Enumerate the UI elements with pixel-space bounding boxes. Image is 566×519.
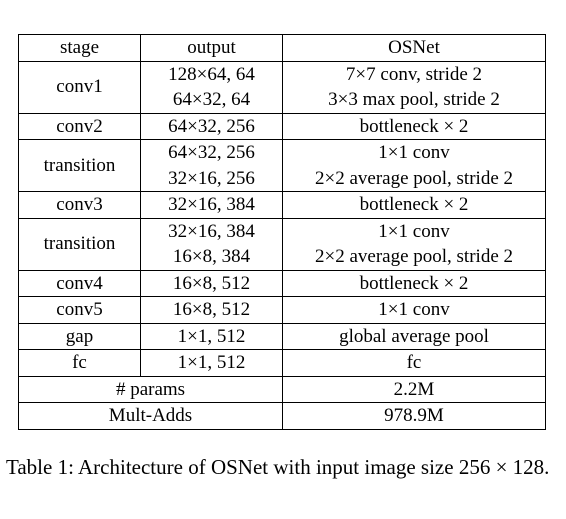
osnet-cell: bottleneck × 2 <box>282 112 546 140</box>
row: conv3 32×16, 384 bottleneck × 2 <box>18 191 546 219</box>
osnet-cell: bottleneck × 2 <box>282 269 546 297</box>
osnet-line: 1×1 conv <box>378 220 450 242</box>
output-cell: 128×64, 64 64×32, 64 <box>140 60 283 114</box>
summary-row: Mult-Adds 978.9M <box>18 402 546 430</box>
summary-label: # params <box>18 375 283 403</box>
output-cell: 1×1, 512 <box>140 322 283 350</box>
output-cell: 32×16, 384 16×8, 384 <box>140 217 283 271</box>
stage-cell: conv2 <box>18 112 141 140</box>
osnet-line: 1×1 conv <box>378 142 450 163</box>
output-line: 1×1, 512 <box>177 352 246 373</box>
header-cell: OSNet <box>282 34 546 62</box>
caption: Table 1: Architecture of OSNet with inpu… <box>6 455 550 479</box>
output-cell: 64×32, 256 32×16, 256 <box>140 139 283 192</box>
row: conv2 64×32, 256 bottleneck × 2 <box>18 112 546 140</box>
output-line: 64×32, 256 <box>168 142 255 163</box>
stage-cell: conv1 <box>18 60 141 114</box>
row: conv4 16×8, 512 bottleneck × 2 <box>18 269 546 297</box>
osnet-cell: global average pool <box>282 322 546 350</box>
stage-cell: gap <box>18 322 141 350</box>
row: transition 32×16, 384 16×8, 384 1×1 conv 2×2… <box>18 217 546 271</box>
osnet-line: global average pool <box>339 325 489 347</box>
output-line: 16×8, 512 <box>172 299 251 320</box>
stage-cell: conv4 <box>18 269 141 297</box>
header-cell: stage <box>18 34 141 62</box>
output-cell: 1×1, 512 <box>140 349 283 377</box>
stage-cell: fc <box>18 349 141 377</box>
output-line: 1×1, 512 <box>177 325 246 347</box>
stage-cell: transition <box>18 217 141 271</box>
output-cell: 16×8, 512 <box>140 296 283 324</box>
osnet-cell: 7×7 conv, stride 2 3×3 max pool, stride 2 <box>282 60 546 114</box>
osnet-cell: 1×1 conv 2×2 average pool, stride 2 <box>282 139 546 192</box>
row: transition 64×32, 256 32×16, 256 1×1 conv 2×… <box>18 139 546 192</box>
output-line: 32×16, 256 <box>168 167 255 189</box>
osnet-line: bottleneck × 2 <box>359 194 469 215</box>
header-cell: output <box>140 34 283 62</box>
row: conv5 16×8, 512 1×1 conv <box>18 296 546 324</box>
osnet-cell: 1×1 conv 2×2 average pool, stride 2 <box>282 217 546 271</box>
architecture-table: stage output OSNet conv1 128×64, 64 64×32, 64… <box>18 34 546 430</box>
output-cell: 64×32, 256 <box>140 112 283 140</box>
output-line: 64×32, 64 <box>172 89 251 110</box>
osnet-line: bottleneck × 2 <box>359 272 469 294</box>
row: conv1 128×64, 64 64×32, 64 7×7 conv, stride… <box>18 60 546 114</box>
header-row: stage output OSNet <box>18 34 546 62</box>
osnet-line: 3×3 max pool, stride 2 <box>328 89 500 110</box>
osnet-line: 2×2 average pool, stride 2 <box>314 246 513 267</box>
summary-value: 978.9M <box>282 402 546 430</box>
summary-value: 2.2M <box>282 375 546 403</box>
row: fc 1×1, 512 fc <box>18 349 546 377</box>
summary-row: # params 2.2M <box>18 375 546 403</box>
osnet-cell: bottleneck × 2 <box>282 191 546 219</box>
output-line: 32×16, 384 <box>168 220 255 242</box>
osnet-line: bottleneck × 2 <box>359 115 469 137</box>
osnet-line: 1×1 conv <box>378 299 450 320</box>
output-cell: 32×16, 384 <box>140 191 283 219</box>
summary-label: Mult-Adds <box>18 402 283 430</box>
osnet-line: fc <box>406 352 422 373</box>
output-line: 32×16, 384 <box>168 194 255 215</box>
osnet-cell: 1×1 conv <box>282 296 546 324</box>
output-cell: 16×8, 512 <box>140 269 283 297</box>
output-line: 64×32, 256 <box>168 115 255 137</box>
osnet-line: 7×7 conv, stride 2 <box>345 63 483 85</box>
output-line: 128×64, 64 <box>168 63 255 85</box>
stage-cell: conv3 <box>18 191 141 219</box>
stage-cell: transition <box>18 139 141 192</box>
osnet-line: 2×2 average pool, stride 2 <box>314 167 513 189</box>
output-line: 16×8, 512 <box>172 272 251 294</box>
osnet-cell: fc <box>282 349 546 377</box>
output-line: 16×8, 384 <box>172 246 251 267</box>
stage-cell: conv5 <box>18 296 141 324</box>
row: gap 1×1, 512 global average pool <box>18 322 546 350</box>
